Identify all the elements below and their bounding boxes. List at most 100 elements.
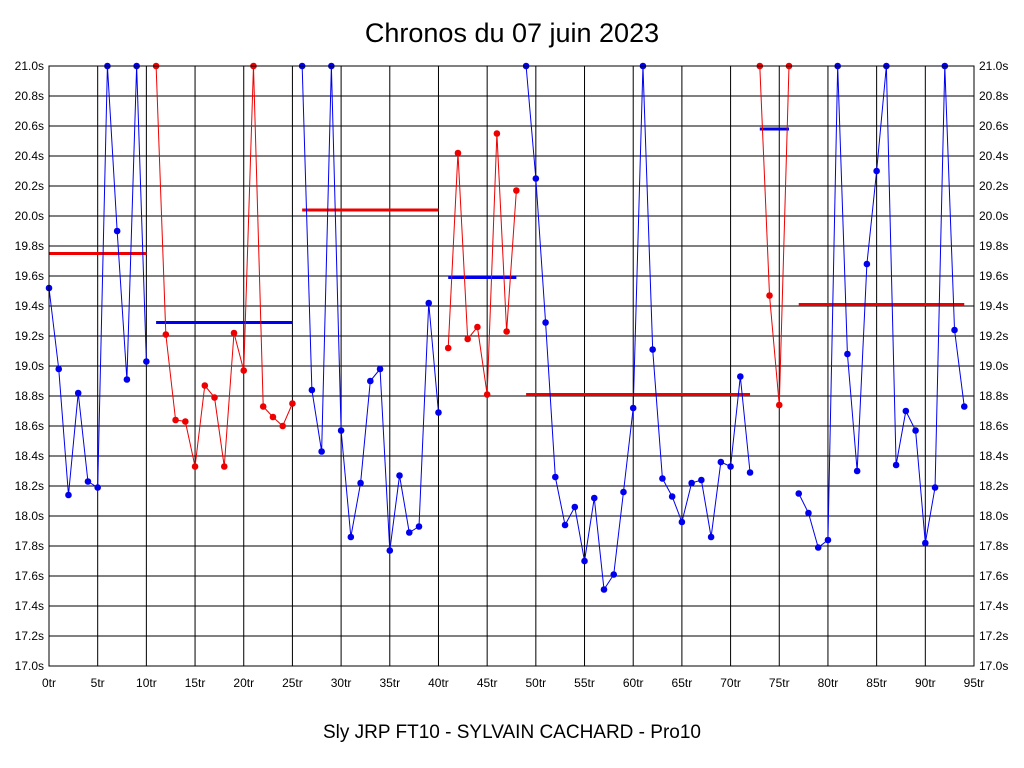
- data-point: [454, 149, 462, 157]
- y-tick-labels-right: 17.0s 17.2s 17.4s 17.6s 17.8s 18.0s 18.2s 18.4s…: [979, 59, 1008, 673]
- data-point: [503, 328, 510, 335]
- data-point: [775, 401, 783, 409]
- data-point: [892, 461, 900, 469]
- x-tick-label: 5tr: [91, 676, 105, 690]
- x-tick-labels: 0tr 5tr 10tr 15tr 20tr 25tr 30tr 35tr 40tr 45tr 50…: [42, 676, 984, 690]
- data-point: [357, 479, 364, 487]
- data-point: [211, 394, 218, 401]
- y-tick-label: 18.4s: [979, 449, 1008, 463]
- y-tick-label: 19.0s: [979, 359, 1008, 373]
- data-point: [405, 529, 413, 536]
- data-point: [513, 187, 520, 194]
- chart-footer: Sly JRP FT10 - SYLVAIN CACHARD - Pro10: [323, 722, 701, 743]
- data-point: [581, 557, 588, 565]
- y-tick-label: 18.2s: [979, 479, 1008, 493]
- data-point: [552, 473, 559, 481]
- x-tick-label: 95tr: [964, 676, 985, 690]
- data-point: [337, 427, 345, 434]
- x-tick-label: 45tr: [477, 676, 498, 690]
- data-point: [863, 260, 871, 268]
- series-line: [798, 65, 965, 549]
- y-tick-label: 18.4s: [15, 449, 44, 463]
- x-tick-label: 50tr: [525, 676, 546, 690]
- data-point: [824, 536, 832, 544]
- data-point: [960, 403, 968, 410]
- y-tick-label: 19.6s: [979, 269, 1008, 283]
- data-point: [805, 509, 812, 517]
- data-point: [84, 478, 92, 485]
- series-line: [301, 65, 439, 551]
- data-point: [435, 409, 442, 416]
- y-tick-label: 20.2s: [15, 179, 44, 193]
- x-tick-label: 0tr: [42, 676, 56, 690]
- data-point: [766, 292, 773, 299]
- x-tick-label: 35tr: [379, 676, 400, 690]
- grid: [48, 65, 975, 667]
- data-point: [795, 490, 803, 497]
- plot-frame: [48, 65, 975, 667]
- data-point: [318, 448, 325, 455]
- data-point: [65, 491, 72, 499]
- data-point: [600, 586, 608, 593]
- data-point: [113, 227, 121, 235]
- data-point: [737, 373, 744, 380]
- x-tick-label: 80tr: [818, 676, 839, 690]
- data-point: [201, 382, 209, 389]
- y-tick-label: 20.4s: [15, 149, 44, 163]
- data-point: [347, 533, 355, 541]
- y-tick-label: 20.2s: [979, 179, 1008, 193]
- data-point: [659, 475, 666, 482]
- y-tick-label: 18.8s: [979, 389, 1008, 403]
- data-point: [688, 479, 695, 487]
- y-tick-label: 17.0s: [15, 659, 44, 673]
- data-point: [172, 416, 179, 424]
- series-line: [525, 65, 751, 591]
- data-point: [912, 427, 919, 434]
- data-point: [493, 130, 501, 137]
- y-tick-label: 19.8s: [15, 239, 44, 253]
- x-tick-label: 20tr: [233, 676, 254, 690]
- x-tick-label: 60tr: [623, 676, 644, 690]
- data-point: [182, 418, 189, 425]
- data-point: [610, 571, 618, 578]
- data-point: [259, 403, 267, 410]
- data-point: [620, 488, 627, 496]
- y-tick-label: 18.0s: [15, 509, 44, 523]
- data-point: [678, 518, 686, 526]
- y-tick-label: 19.8s: [979, 239, 1008, 253]
- x-tick-label: 30tr: [331, 676, 352, 690]
- y-tick-label: 18.6s: [979, 419, 1008, 433]
- y-tick-label: 17.8s: [979, 539, 1008, 553]
- y-tick-label: 17.4s: [15, 599, 44, 613]
- data-point: [230, 329, 238, 337]
- y-tick-label: 21.0s: [15, 59, 44, 73]
- x-tick-label: 25tr: [282, 676, 303, 690]
- data-point: [386, 547, 394, 554]
- y-tick-label: 19.4s: [979, 299, 1008, 313]
- x-tick-label: 90tr: [915, 676, 936, 690]
- data-point: [590, 494, 598, 502]
- y-tick-label: 19.4s: [15, 299, 44, 313]
- y-tick-label: 20.4s: [979, 149, 1008, 163]
- data-point: [289, 400, 296, 407]
- x-tick-label: 75tr: [769, 676, 790, 690]
- data-point: [162, 331, 170, 338]
- y-tick-label: 20.0s: [979, 209, 1008, 223]
- series-lines: [48, 65, 965, 591]
- y-tick-label: 20.8s: [15, 89, 44, 103]
- y-tick-label: 17.2s: [979, 629, 1008, 643]
- data-point: [396, 472, 403, 479]
- series-line: [759, 65, 790, 406]
- data-point: [668, 493, 676, 500]
- data-point: [74, 389, 82, 397]
- data-point: [902, 407, 910, 415]
- x-tick-label: 15tr: [185, 676, 206, 690]
- data-point: [698, 476, 705, 484]
- y-tick-label: 17.4s: [979, 599, 1008, 613]
- data-point: [279, 422, 286, 430]
- data-point: [191, 463, 199, 470]
- data-point: [814, 544, 822, 551]
- data-point: [269, 413, 277, 421]
- data-point: [727, 463, 734, 470]
